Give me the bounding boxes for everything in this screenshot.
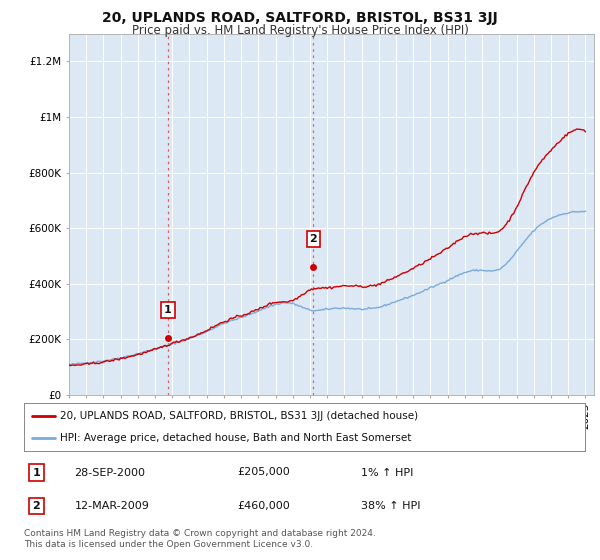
Text: 38% ↑ HPI: 38% ↑ HPI <box>361 501 420 511</box>
Text: Price paid vs. HM Land Registry's House Price Index (HPI): Price paid vs. HM Land Registry's House … <box>131 24 469 36</box>
Text: 1: 1 <box>32 468 40 478</box>
Text: Contains HM Land Registry data © Crown copyright and database right 2024.
This d: Contains HM Land Registry data © Crown c… <box>24 529 376 549</box>
Text: HPI: Average price, detached house, Bath and North East Somerset: HPI: Average price, detached house, Bath… <box>61 433 412 444</box>
Text: 12-MAR-2009: 12-MAR-2009 <box>74 501 149 511</box>
Text: 2: 2 <box>32 501 40 511</box>
Text: £205,000: £205,000 <box>237 468 290 478</box>
Text: 20, UPLANDS ROAD, SALTFORD, BRISTOL, BS31 3JJ (detached house): 20, UPLANDS ROAD, SALTFORD, BRISTOL, BS3… <box>61 410 419 421</box>
Text: 28-SEP-2000: 28-SEP-2000 <box>74 468 145 478</box>
Text: 1% ↑ HPI: 1% ↑ HPI <box>361 468 413 478</box>
Text: 20, UPLANDS ROAD, SALTFORD, BRISTOL, BS31 3JJ: 20, UPLANDS ROAD, SALTFORD, BRISTOL, BS3… <box>102 11 498 25</box>
Text: 1: 1 <box>164 305 172 315</box>
Text: £460,000: £460,000 <box>237 501 290 511</box>
Text: 2: 2 <box>310 234 317 244</box>
